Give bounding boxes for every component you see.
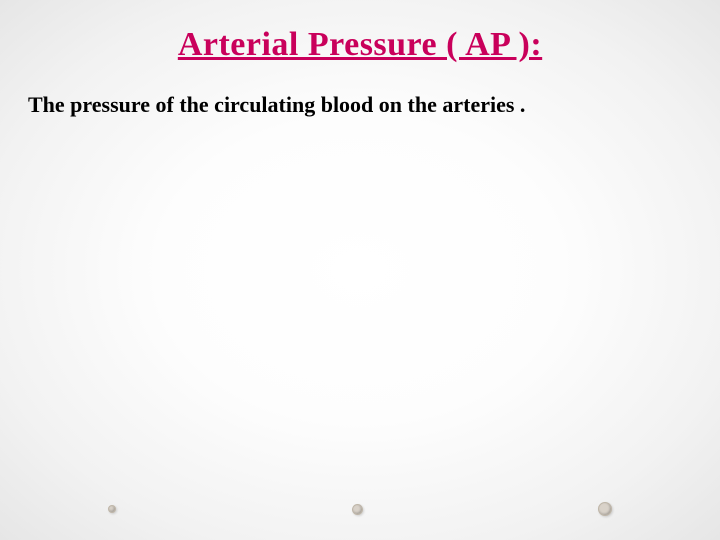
footer-dots [0,502,720,516]
footer-dot-large [598,502,612,516]
footer-dot-small [108,505,116,513]
footer-dot-medium [352,504,363,515]
slide-container: Arterial Pressure ( AP ): The pressure o… [0,0,720,540]
slide-body-text: The pressure of the circulating blood on… [28,90,692,120]
slide-title: Arterial Pressure ( AP ): [28,26,692,64]
